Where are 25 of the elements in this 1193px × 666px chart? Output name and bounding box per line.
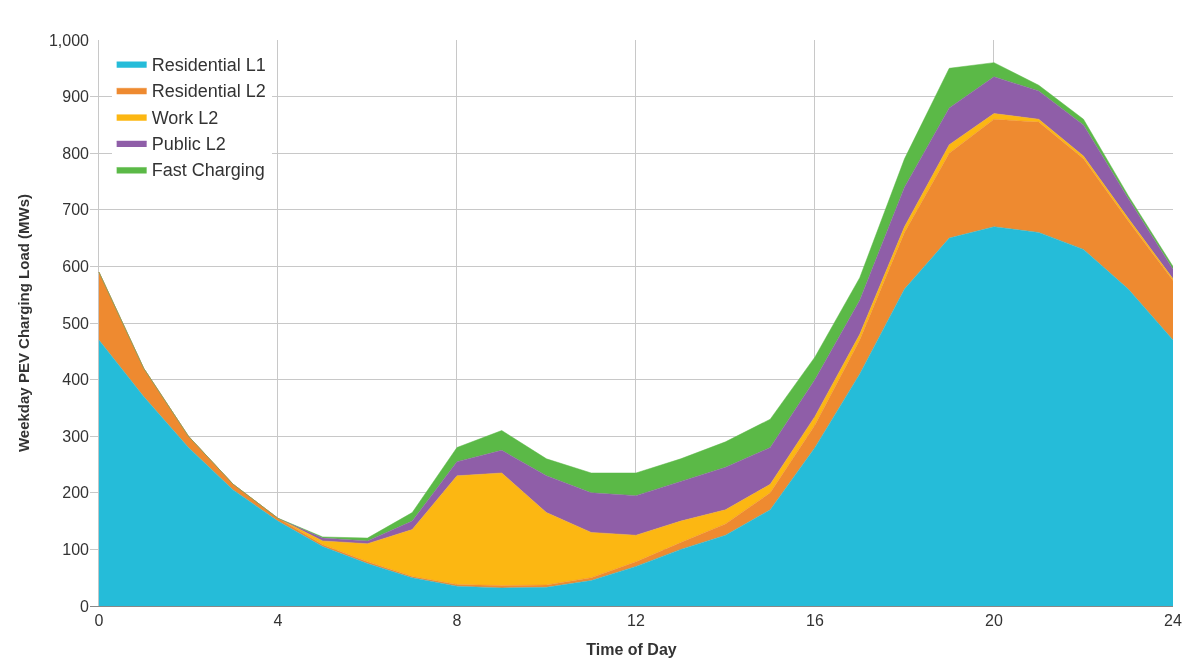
- y-tick-label: 0: [80, 597, 90, 615]
- x-tick-label: 12: [627, 612, 645, 630]
- x-tick-label: 8: [452, 612, 462, 630]
- legend-label: Fast Charging: [151, 160, 265, 181]
- legend-label: Residential L1: [151, 54, 266, 75]
- x-tick-label: 4: [273, 612, 283, 630]
- x-tick-label: 20: [985, 612, 1003, 630]
- y-tick-label: 700: [62, 201, 90, 219]
- legend-label: Public L2: [151, 134, 226, 155]
- x-tick-label: 0: [94, 612, 104, 630]
- y-tick-label: 300: [62, 427, 90, 445]
- y-tick-label: 600: [62, 258, 90, 275]
- legend-label: Work L2: [151, 107, 219, 128]
- y-tick-label: 400: [62, 371, 90, 389]
- y-tick-label: 500: [62, 314, 90, 332]
- x-tick-label: 16: [806, 612, 824, 630]
- y-tick-label: 200: [62, 484, 90, 502]
- y-tick-label: 1,000: [48, 31, 90, 49]
- y-axis-title: Weekday PEV Charging Load (MWs): [15, 193, 33, 453]
- y-tick-label: 800: [62, 144, 90, 162]
- x-tick-label: 24: [1164, 612, 1182, 630]
- y-tick-label: 100: [62, 541, 90, 558]
- y-tick-label: 900: [62, 88, 90, 106]
- x-axis-title: Time of Day: [586, 640, 677, 658]
- legend-label: Residential L2: [151, 81, 266, 102]
